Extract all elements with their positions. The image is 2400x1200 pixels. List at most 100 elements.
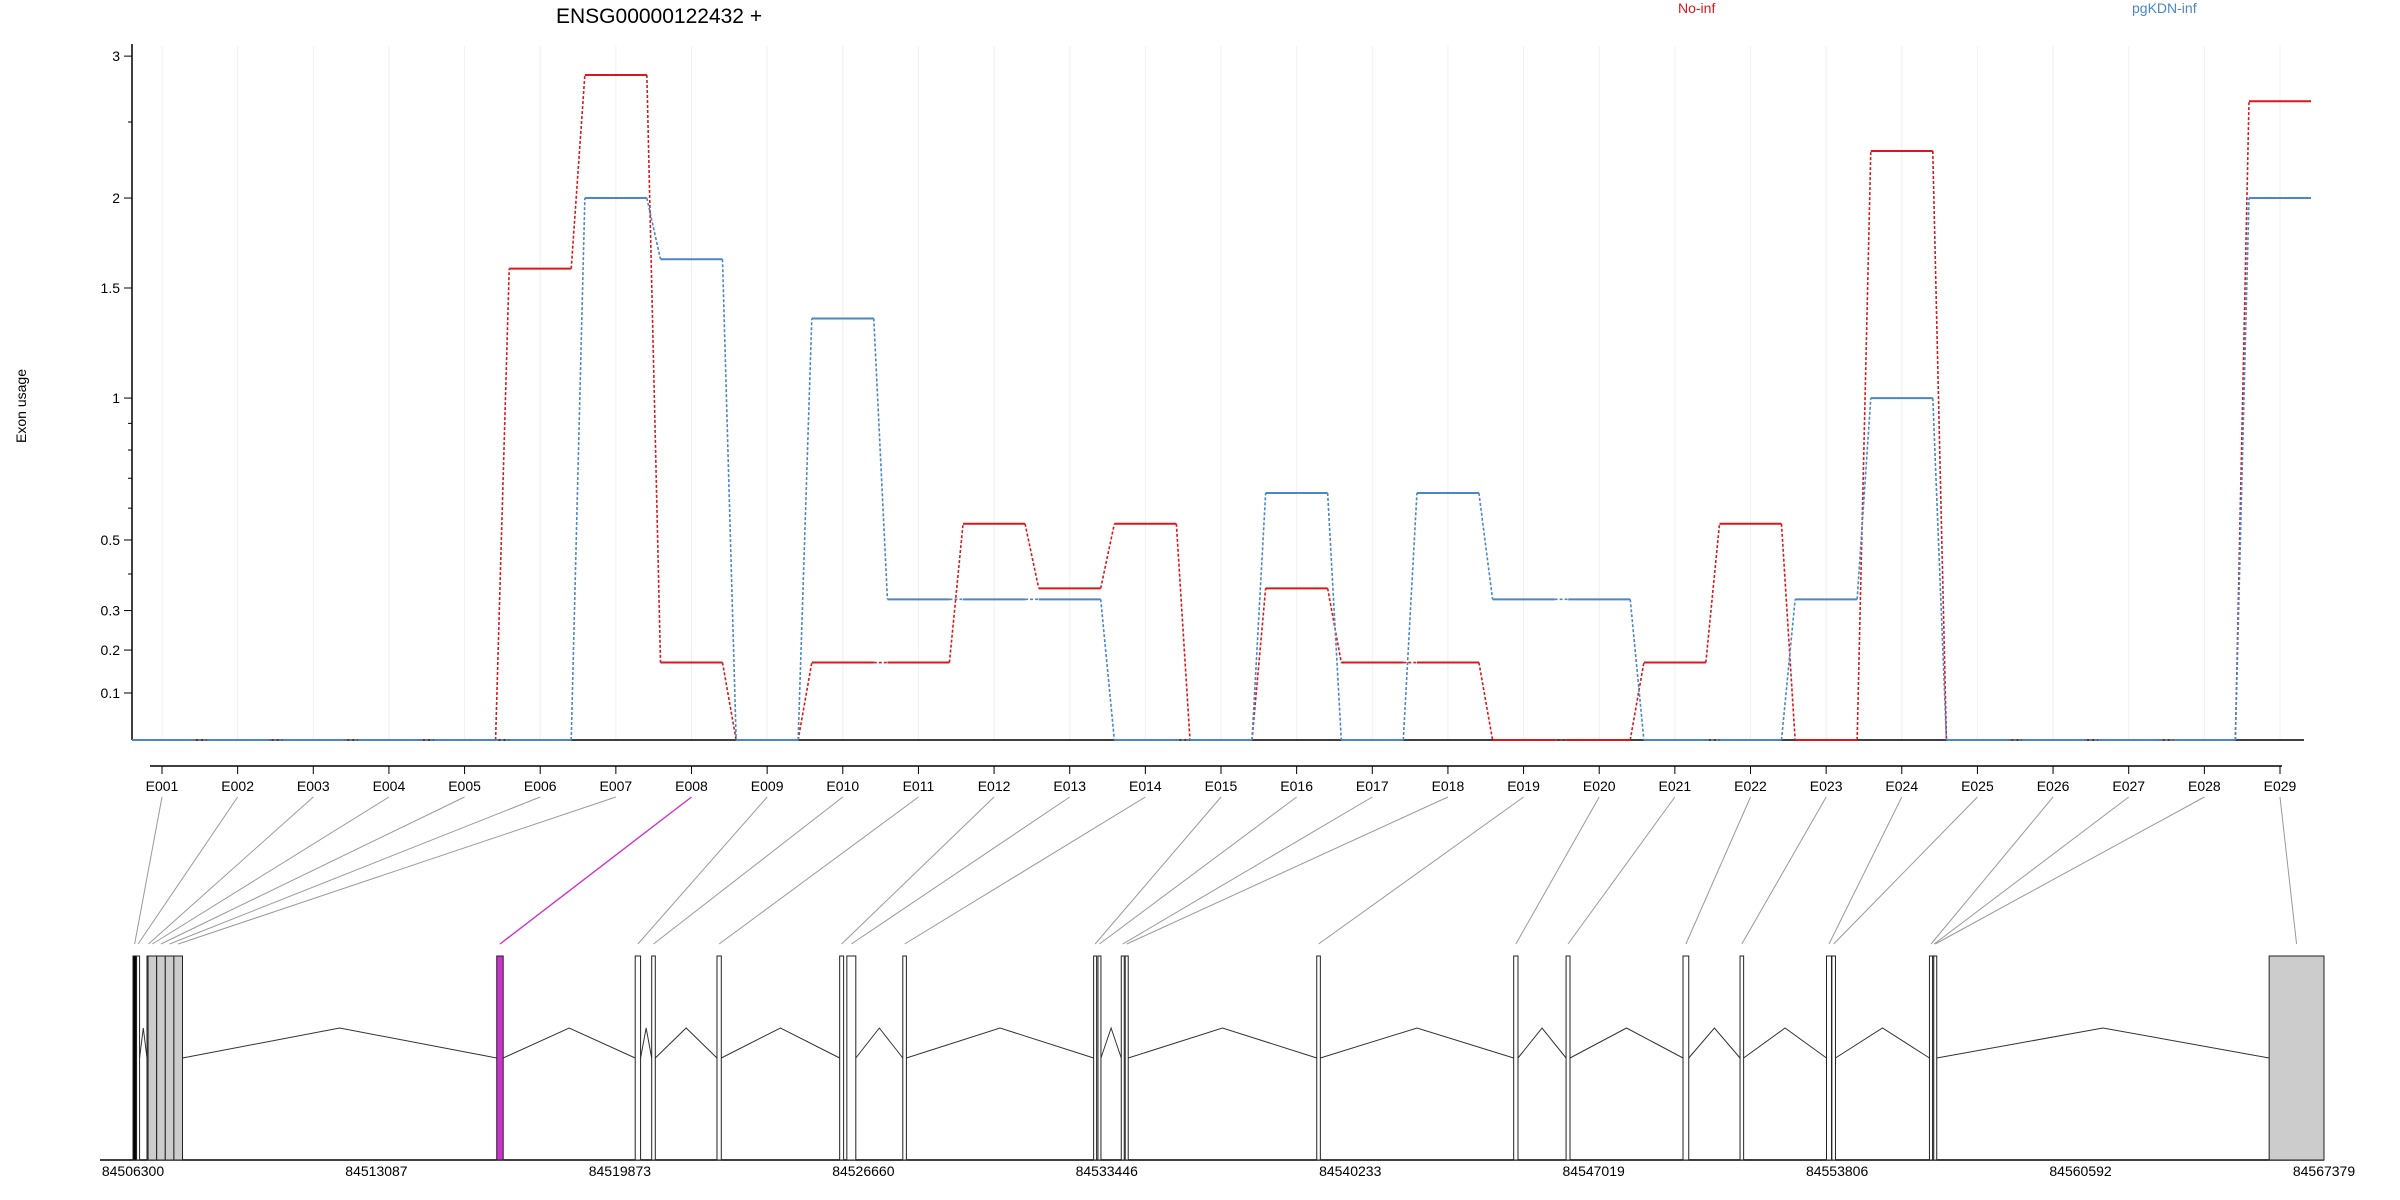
y-tick-label: 3 <box>112 48 120 64</box>
intron-line <box>1835 1027 1930 1059</box>
exon-link-E023 <box>1741 796 1827 945</box>
x-tick-label: E026 <box>2037 778 2070 794</box>
series-connector <box>721 662 737 741</box>
x-tick-label: E010 <box>826 778 859 794</box>
exon-link-E009 <box>637 796 768 945</box>
exon-link-E002 <box>137 796 239 945</box>
exon-box-E014 <box>902 955 907 1161</box>
series-connector <box>646 74 662 663</box>
x-tick-label: E023 <box>1810 778 1843 794</box>
intron-line <box>182 1027 497 1059</box>
exon-box-E008 <box>496 955 504 1161</box>
exon-link-E006 <box>169 796 541 945</box>
x-tick-label: E001 <box>146 778 179 794</box>
series-connector <box>1780 599 1796 741</box>
legend-series-0: No-inf <box>1678 0 1715 16</box>
series-connector <box>1478 662 1494 741</box>
axes: 0.1 0.2 0.3 0.5 1 1.5 2 3 E001 E002 E003 E004 E005 E0… <box>101 44 2304 794</box>
coordinate-label: 84526660 <box>832 1163 895 1179</box>
coordinate-label: 84547019 <box>1563 1163 1626 1179</box>
intron-line <box>1100 1026 1122 1059</box>
intron-line <box>855 1027 904 1059</box>
y-tick-label: 0.1 <box>101 685 121 701</box>
gene-model: 84506300 84513087 84519873 84526660 84533446… <box>100 955 2355 1179</box>
exon-link-E028 <box>1935 796 2205 945</box>
exon-link-E011 <box>718 796 919 945</box>
series-connector <box>1099 523 1116 589</box>
x-tick-label: E007 <box>600 778 633 794</box>
y-axis-label: Exon usage <box>13 369 29 443</box>
series-connector <box>1478 492 1494 600</box>
intron-line <box>1743 1027 1827 1059</box>
x-tick-label: E013 <box>1053 778 1086 794</box>
exon-box-E006 <box>164 955 175 1161</box>
exon-box-E005 <box>156 955 166 1161</box>
exon-link-E003 <box>148 796 314 945</box>
series-lines <box>132 73 2311 741</box>
intron-line <box>721 1027 840 1059</box>
series-connector <box>2234 198 2250 741</box>
exon-link-E027 <box>1933 796 2130 945</box>
x-tick-label: E025 <box>1961 778 1994 794</box>
exon-box-E007 <box>173 955 184 1161</box>
series-connector <box>1629 599 1645 741</box>
coordinate-label: 84540233 <box>1319 1163 1382 1179</box>
exon-link-E025 <box>1833 796 1978 945</box>
y-tick-label: 0.3 <box>101 603 121 619</box>
exon-link-lines <box>134 796 2298 945</box>
exon-link-E017 <box>1122 796 1373 945</box>
intron-line <box>1688 1027 1741 1059</box>
exon-link-E005 <box>160 796 465 945</box>
x-tick-label: E004 <box>373 778 406 794</box>
coordinate-label: 84533446 <box>1076 1163 1139 1179</box>
intron-line <box>502 1027 636 1059</box>
exon-link-E007 <box>178 796 617 945</box>
coordinate-label: 84513087 <box>345 1163 408 1179</box>
exon-box-E018 <box>1124 955 1129 1161</box>
exon-link-E010 <box>653 796 844 945</box>
exon-link-E014 <box>904 796 1146 945</box>
y-tick-label: 1 <box>112 390 120 406</box>
x-tick-label: E016 <box>1280 778 1313 794</box>
x-tick-label: E011 <box>903 778 935 794</box>
exon-box-E004 <box>147 955 158 1161</box>
series-connector <box>1856 151 1872 741</box>
exon-link-E022 <box>1685 796 1751 945</box>
exon-link-E013 <box>851 796 1070 945</box>
vertical-grid <box>161 46 2281 740</box>
exon-box-E002 <box>136 955 141 1161</box>
x-tick-label: E015 <box>1205 778 1238 794</box>
y-tick-label: 0.2 <box>101 642 121 658</box>
exon-link-E016 <box>1099 796 1297 945</box>
intron-line <box>906 1027 1094 1059</box>
exon-box-E028 <box>1933 955 1938 1161</box>
y-tick-label: 2 <box>112 190 120 206</box>
series-connector <box>1326 492 1343 741</box>
exon-link-E021 <box>1567 796 1676 945</box>
series-connector <box>570 74 586 269</box>
series-connector <box>1099 599 1116 741</box>
x-tick-label: E024 <box>1885 778 1918 794</box>
exon-box-E015 <box>1093 955 1098 1161</box>
exon-box-E016 <box>1097 955 1102 1161</box>
x-tick-label: E020 <box>1583 778 1616 794</box>
exon-box-E023 <box>1739 955 1745 1161</box>
exon-box-E021 <box>1565 955 1571 1161</box>
x-tick-label: E028 <box>2188 778 2221 794</box>
intron-line <box>640 1027 653 1059</box>
y-tick-label: 1.5 <box>101 280 121 296</box>
series-connector <box>1251 492 1267 741</box>
coordinate-label: 84553806 <box>1806 1163 1869 1179</box>
coordinate-label: 84560592 <box>2049 1163 2112 1179</box>
series-connector <box>1931 398 1948 741</box>
series-connector <box>646 197 662 260</box>
intron-line <box>1569 1027 1684 1059</box>
exon-link-E018 <box>1126 796 1449 945</box>
exon-box-E024 <box>1825 955 1833 1161</box>
coordinate-label: 84506300 <box>102 1163 165 1179</box>
x-tick-label: E002 <box>221 778 254 794</box>
series-connector <box>721 259 737 741</box>
exon-link-E008 <box>499 796 692 945</box>
series-connector <box>797 318 813 741</box>
exon-box-E025 <box>1831 955 1836 1161</box>
